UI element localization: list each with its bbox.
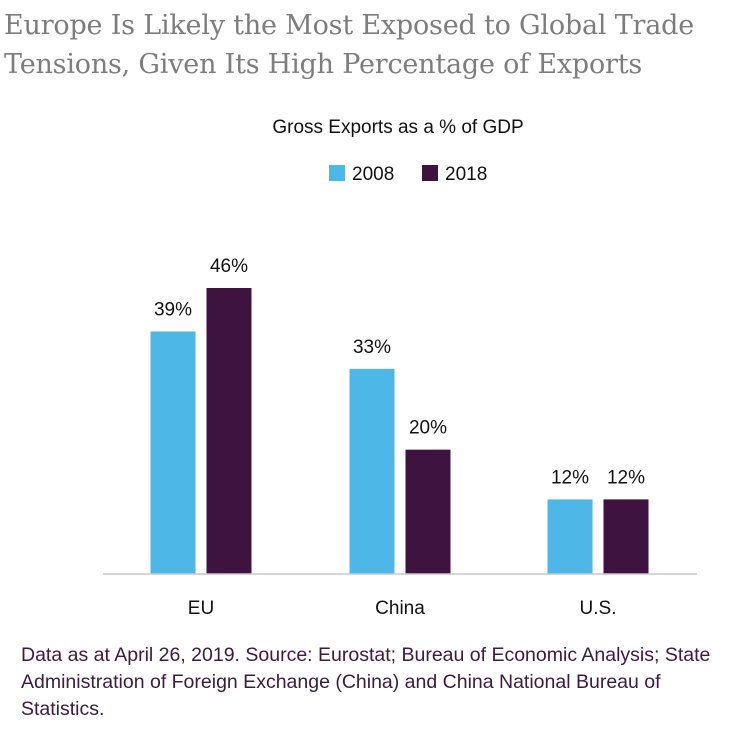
bar-china-2008 [349,368,395,574]
bar-eu-2018 [206,288,252,574]
data-label-china-2018: 20% [409,418,447,439]
bar-u-s-2008 [547,499,593,574]
headline-line-1: Europe Is Likely the Most Exposed to Glo… [4,10,694,41]
legend-label-2008: 2008 [352,164,394,185]
bar-labels-group: 39% 46% 33% 20% 12% 12% [154,256,645,488]
data-label-eu-2018: 46% [210,256,248,277]
chart-headline: Europe Is Likely the Most Exposed to Glo… [4,6,746,84]
bars-group [150,288,649,574]
bar-chart: Gross Exports as a % of GDP 2008 2018 39… [103,117,697,619]
legend: 2008 2018 [329,164,487,185]
chart-title: Gross Exports as a % of GDP [272,117,523,138]
x-tick-label-china: China [375,598,425,619]
x-tick-label-us: U.S. [580,598,617,619]
legend-swatch-2018 [422,165,438,181]
x-tick-label-eu: EU [188,598,214,619]
legend-label-2018: 2018 [445,164,487,185]
bar-u-s-2018 [603,499,649,574]
headline-line-2: Tensions, Given Its High Percentage of E… [4,49,643,80]
legend-swatch-2008 [329,165,345,181]
x-axis-ticks: EU China U.S. [188,598,617,619]
source-note: Data as at April 26, 2019. Source: Euros… [21,644,711,720]
data-label-china-2008: 33% [353,337,391,358]
data-label-u-s-2018: 12% [607,467,645,488]
bar-china-2018 [405,449,451,574]
data-label-eu-2008: 39% [154,300,192,321]
data-label-u-s-2008: 12% [551,467,589,488]
bar-eu-2008 [150,331,196,574]
